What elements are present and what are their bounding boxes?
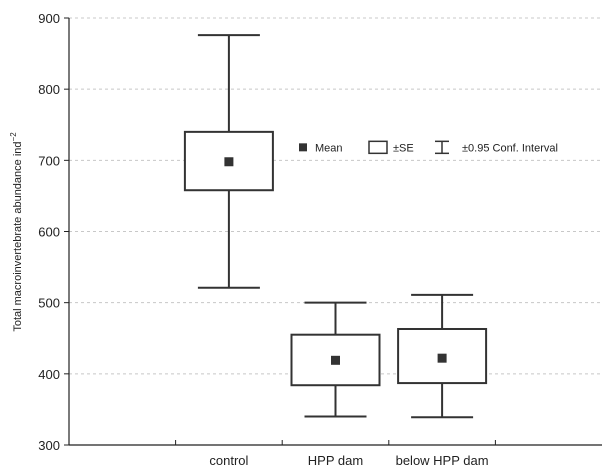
y-axis-title: Total macroinvertebrate abundance ind−2: [9, 132, 24, 332]
box-group: [397, 293, 488, 419]
x-tick-label: HPP dam: [308, 453, 363, 468]
y-tick-label: 800: [38, 82, 60, 97]
legend-se-symbol: [368, 140, 388, 155]
y-tick-label: 300: [38, 438, 60, 453]
y-tick-label: 900: [38, 11, 60, 26]
x-tick-label: control: [209, 453, 248, 468]
x-tick-label: below HPP dam: [396, 453, 489, 468]
legend-se-label: ±SE: [393, 142, 414, 154]
legend: Mean ±SE ±0.95 Conf. Interval: [299, 140, 558, 155]
y-tick-labels: 300 400 500 600 700 800 900: [38, 11, 60, 453]
y-tick-label: 700: [38, 153, 60, 168]
data-boxes: [183, 34, 488, 419]
y-axis-title-superscript: −2: [9, 132, 18, 142]
y-tick-label: 600: [38, 225, 60, 240]
y-axis-title-main: Total macroinvertebrate abundance ind: [12, 141, 24, 331]
se-box: [183, 130, 274, 192]
legend-mean-label: Mean: [315, 142, 343, 154]
mean-marker: [331, 355, 340, 365]
y-tick-label: 400: [38, 367, 60, 382]
axes: [64, 17, 602, 446]
box-group: [290, 301, 381, 418]
mean-marker: [224, 157, 234, 167]
y-tick-label: 500: [38, 296, 60, 311]
x-tick-labels: control HPP dam below HPP dam: [209, 453, 488, 468]
legend-whisker-label: ±0.95 Conf. Interval: [462, 142, 558, 154]
box-group: [183, 34, 274, 289]
mean-marker: [437, 353, 447, 363]
legend-mean-symbol: [299, 143, 307, 152]
